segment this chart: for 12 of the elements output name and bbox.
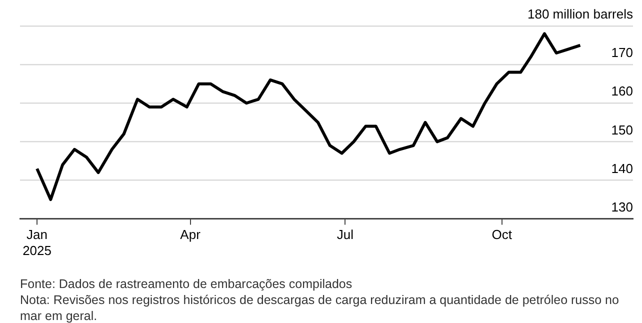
text: Nota: Revisões nos registros históricos de descargas de carga reduziram a quantidade de petróleo russo no mar em geral. bbox=[20, 292, 620, 323]
y-tick-label: 150 bbox=[611, 122, 633, 138]
y-tick-label: 180 million barrels bbox=[528, 6, 634, 22]
source-note: Fonte: Dados de rastreamento de embarcações compilados bbox=[20, 276, 354, 292]
y-tick-label: 170 bbox=[611, 45, 633, 60]
y-tick-label: 160 bbox=[611, 84, 633, 99]
y-tick-label: 130 bbox=[611, 199, 633, 214]
y-tick-label: 140 bbox=[611, 160, 633, 176]
x-tick-label: Jan 2025 bbox=[22, 227, 52, 258]
x-tick-label: Oct bbox=[492, 227, 512, 242]
x-tick-label: Jul bbox=[336, 227, 354, 242]
x-tick-label: Apr bbox=[180, 227, 202, 242]
